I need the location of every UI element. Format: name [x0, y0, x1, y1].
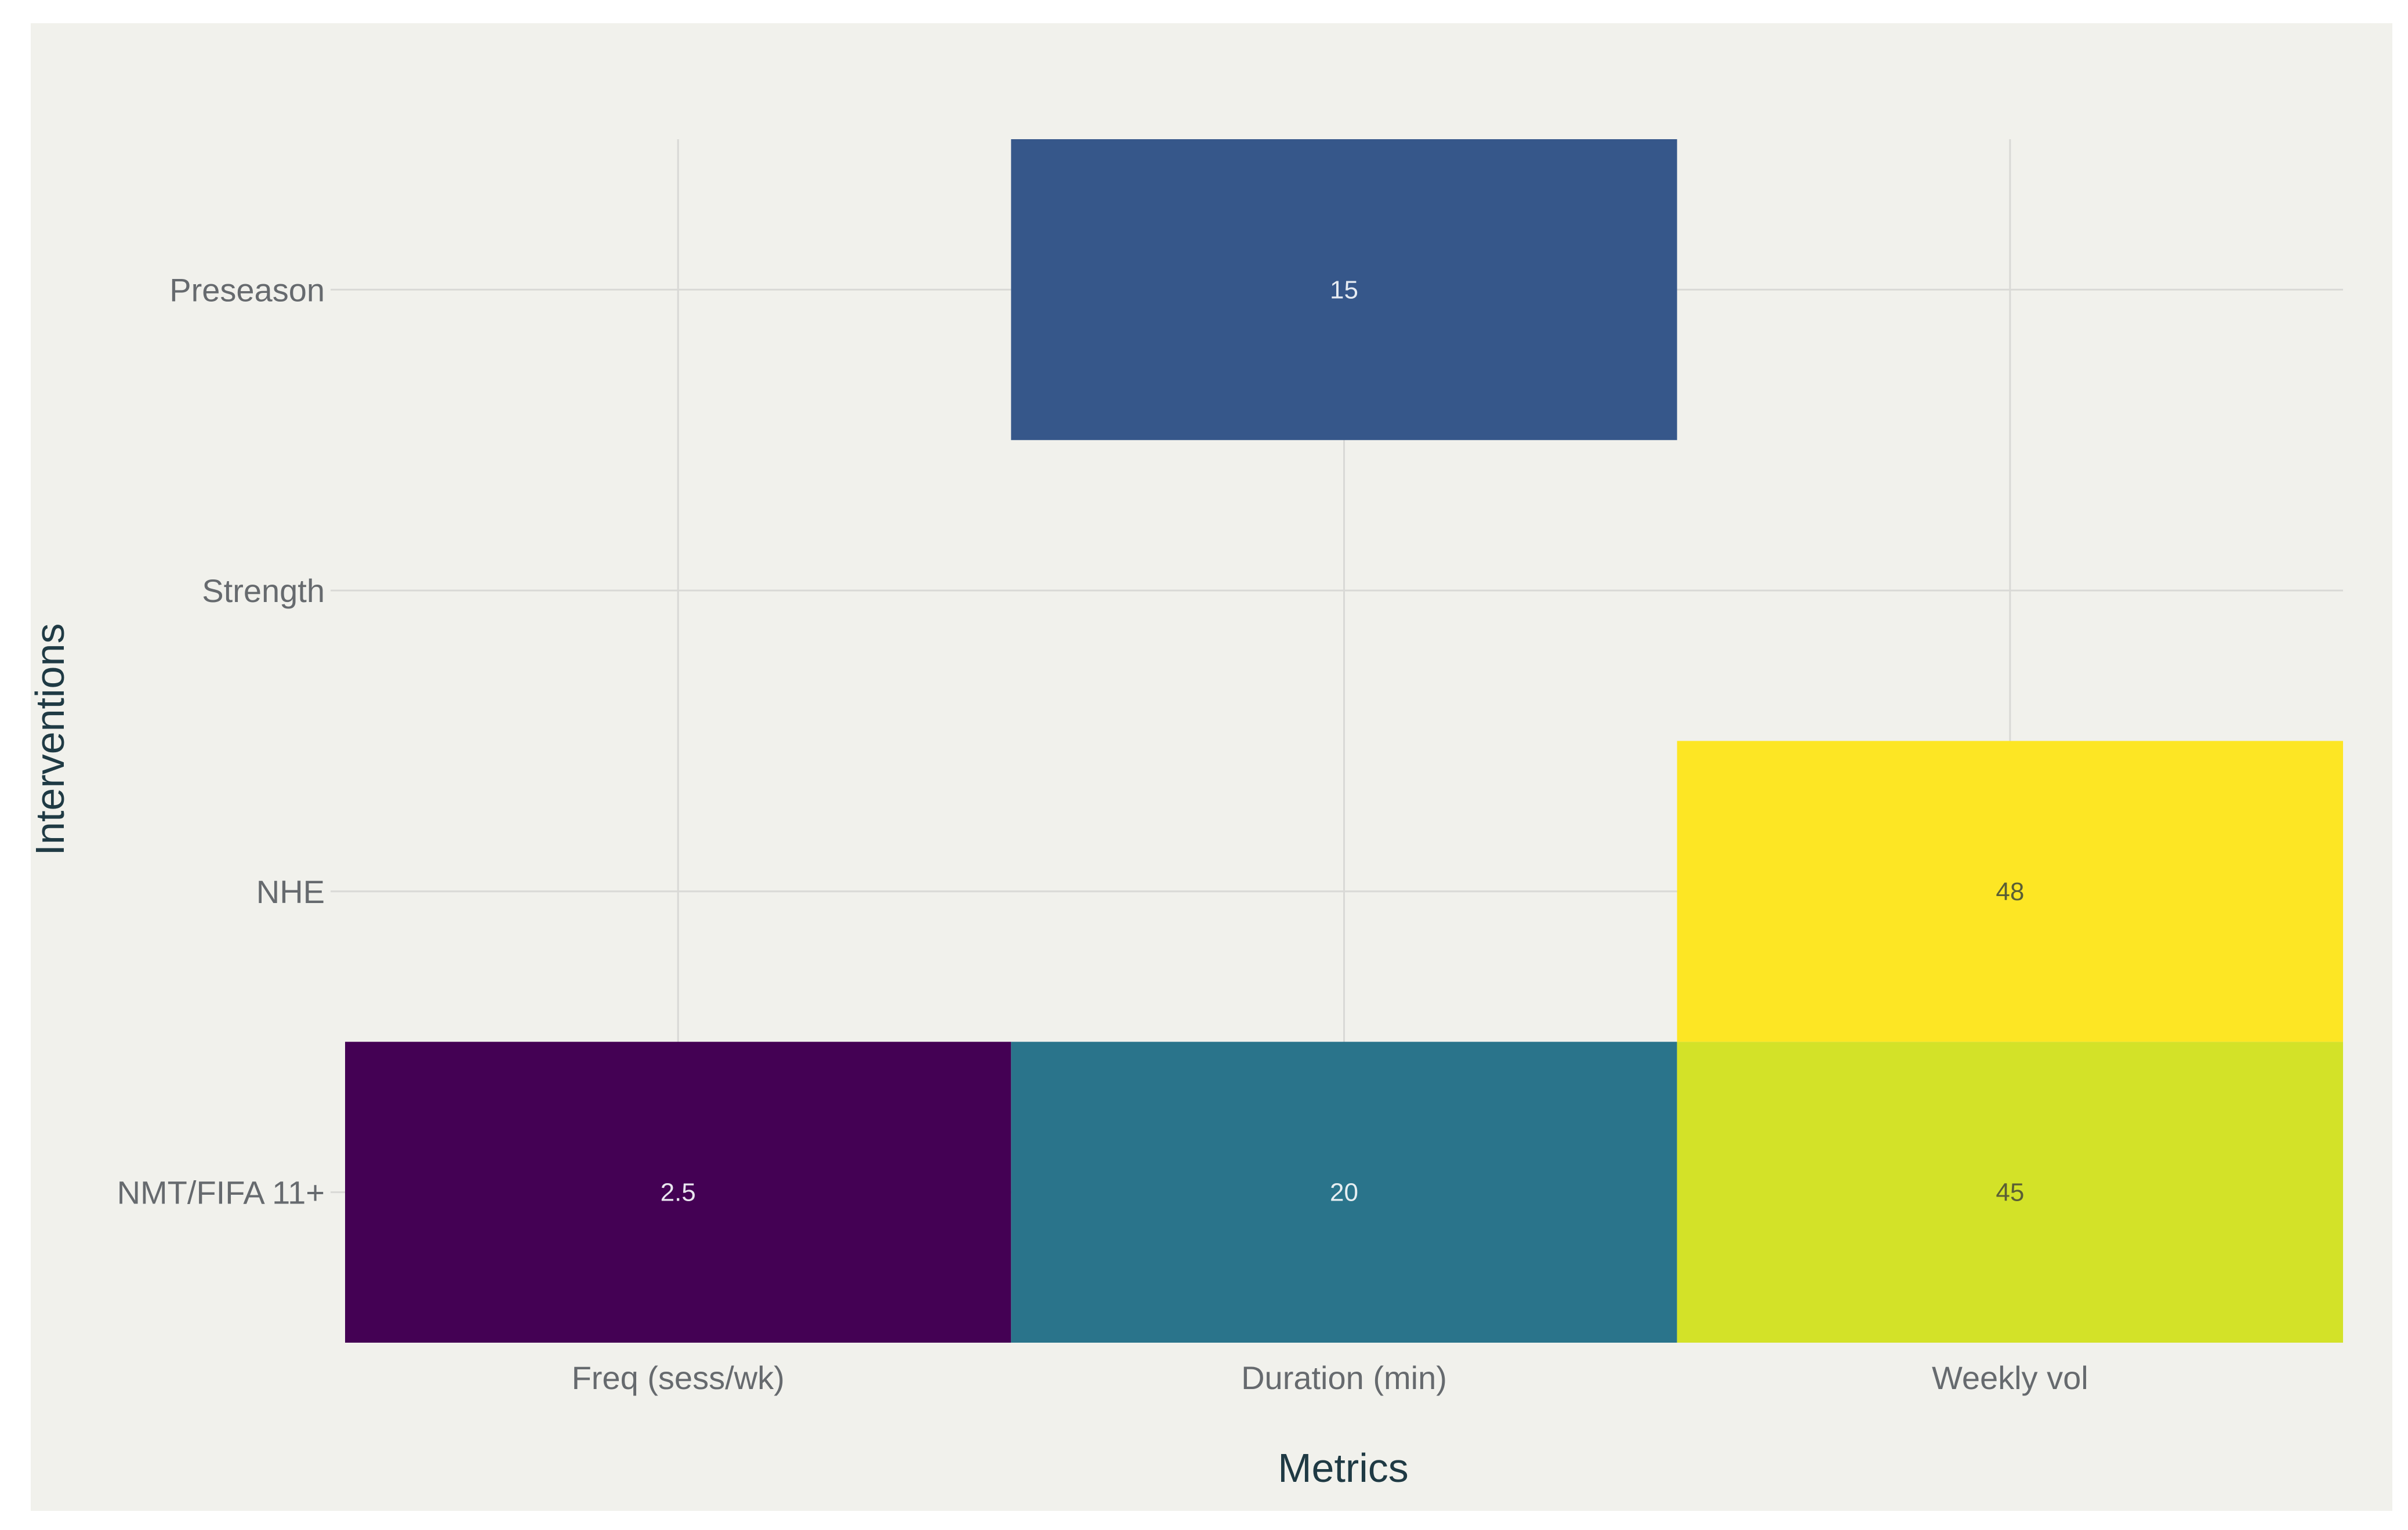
heatmap-cell-nmt-fifa-11-duration-min: [1011, 1042, 1677, 1343]
y-tick-label-preseason: Preseason: [169, 271, 325, 308]
cell-value-label-nmt-fifa-11-weekly-vol: 45: [1996, 1179, 2024, 1207]
heatmap-cell-nmt-fifa-11-weekly-vol: [1677, 1042, 2343, 1343]
cell-value-label-nmt-fifa-11-freq-sess-wk: 2.5: [661, 1179, 696, 1207]
heatmap-cell-nmt-fifa-11-freq-sess-wk: [345, 1042, 1011, 1343]
heatmap-cell-preseason-duration-min: [1011, 139, 1677, 440]
y-axis-title: Interventions: [27, 623, 72, 856]
cell-value-label-nhe-weekly-vol: 48: [1996, 878, 2024, 906]
cell-value-labels: 2.5 20 45 48 15: [661, 275, 2025, 1206]
axis-tick-labels: Freq (sess/wk) Duration (min) Weekly vol NM…: [117, 271, 2088, 1396]
y-tick-label-strength: Strength: [202, 572, 325, 609]
y-tick-label-nhe: NHE: [256, 873, 325, 910]
cell-value-label-preseason-duration-min: 15: [1330, 275, 1358, 304]
heatmap-cells: [345, 139, 2343, 1343]
heatmap-cell-nhe-weekly-vol: [1677, 741, 2343, 1042]
x-tick-label-duration-min: Duration (min): [1241, 1359, 1447, 1396]
cell-value-label-nmt-fifa-11-duration-min: 20: [1330, 1179, 1358, 1207]
x-tick-label-freq-sess-wk: Freq (sess/wk): [572, 1359, 785, 1396]
y-tick-label-nmt-fifa-11: NMT/FIFA 11+: [117, 1174, 325, 1211]
x-axis-title: Metrics: [1278, 1445, 1409, 1491]
x-tick-label-weekly-vol: Weekly vol: [1932, 1359, 2088, 1396]
